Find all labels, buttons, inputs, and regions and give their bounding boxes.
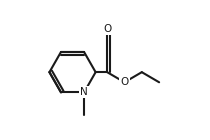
Text: O: O: [120, 77, 129, 87]
Text: O: O: [103, 24, 111, 34]
Text: N: N: [80, 87, 88, 97]
